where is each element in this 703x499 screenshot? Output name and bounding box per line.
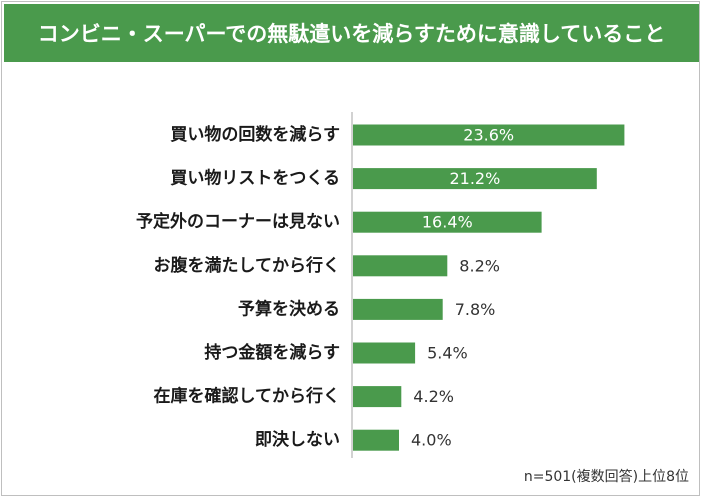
data-label: 5.4% [427,344,468,363]
bar [353,342,416,364]
data-label: 7.8% [455,300,496,319]
category-label: 買い物の回数を減らす [170,124,340,145]
bar [353,429,399,451]
data-label: 4.2% [413,387,454,406]
data-label: 16.4% [422,213,473,232]
category-label: 即決しない [255,429,340,450]
category-label: 予算を決める [238,298,340,319]
bar [353,298,443,320]
bar [353,168,597,190]
bar [353,255,448,277]
data-label: 21.2% [449,169,500,188]
category-label: 予定外のコーナーは見ない [136,211,340,232]
category-label: お腹を満たしてから行く [154,255,341,276]
data-label: 4.0% [411,431,452,450]
bar [353,386,402,408]
bar [353,211,542,233]
data-label: 8.2% [459,256,500,275]
bar [353,124,625,146]
category-label: 在庫を確認してから行く [154,386,341,407]
sample-note: n=501(複数回答)上位8位 [523,469,689,485]
category-label: 買い物リストをつくる [170,168,340,189]
category-label: 持つ金額を減らす [204,342,340,363]
data-label: 23.6% [463,126,514,145]
chart-title: コンビニ・スーパーでの無駄遣いを減らすために意識していること [37,22,666,46]
title-bar: コンビニ・スーパーでの無駄遣いを減らすために意識していること [4,4,699,62]
